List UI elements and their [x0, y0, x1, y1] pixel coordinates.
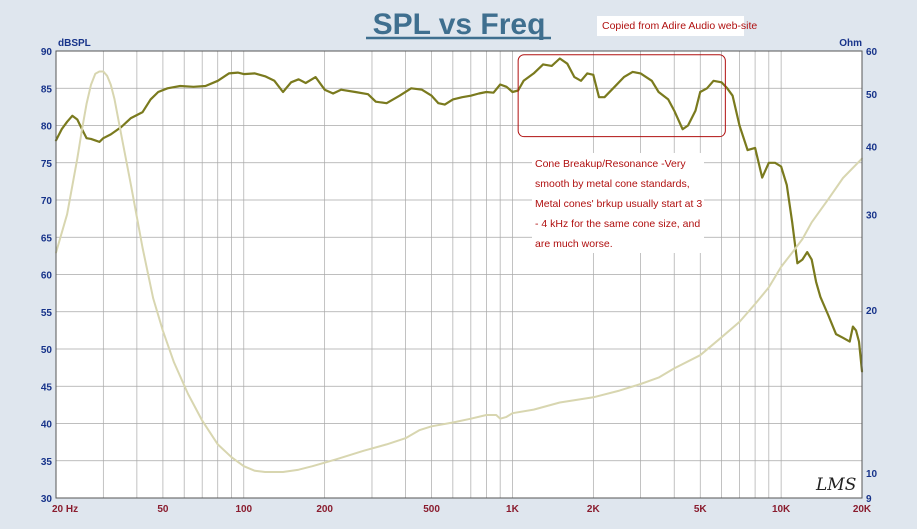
x-tick-label: 20K [853, 504, 872, 515]
right-y-tick-label: 30 [866, 210, 878, 221]
x-tick-label: 10K [772, 504, 791, 515]
left-y-tick-label: 35 [41, 457, 53, 468]
impedance-curve [55, 70, 863, 473]
right-y-tick-label: 9 [866, 494, 872, 505]
x-tick-label: 5K [694, 504, 708, 515]
annotation-line: Cone Breakup/Resonance -Very [535, 158, 686, 170]
left-y-tick-label: 40 [41, 420, 53, 431]
right-y-tick-label: 60 [866, 47, 878, 58]
annotation-line: smooth by metal cone standards, [535, 178, 690, 190]
left-y-tick-label: 55 [41, 308, 53, 319]
right-y-tick-label: 50 [866, 90, 878, 101]
x-tick-label: 50 [157, 504, 169, 515]
right-axis-label: Ohm [839, 38, 862, 49]
annotation-box [532, 153, 704, 253]
right-y-tick-label: 40 [866, 143, 878, 154]
tick-labels: 30 35 40 45 50 55 60 65 70 75 80 85 90 9 10 20 30 40 50 60 2… [41, 47, 878, 515]
x-tick-label: 2K [587, 504, 601, 515]
plot-frame [55, 50, 863, 499]
source-note: Copied from Adire Audio web-site [602, 20, 757, 32]
left-y-tick-label: 50 [41, 345, 53, 356]
data-series [54, 57, 864, 473]
left-y-tick-label: 70 [41, 196, 53, 207]
annotation-text: Cone Breakup/Resonance -Very smooth by m… [535, 158, 705, 250]
x-tick-label: 1K [506, 504, 520, 515]
annotation-line: Metal cones' brkup usually start at 3 [535, 198, 702, 210]
source-note-box [597, 16, 744, 36]
left-y-tick-label: 30 [41, 494, 53, 505]
left-y-tick-label: 90 [41, 47, 53, 58]
lms-signature: LMS [815, 475, 856, 495]
breakup-highlight-box [517, 54, 726, 138]
left-axis-label: dBSPL [58, 38, 91, 49]
left-y-tick-label: 75 [41, 159, 53, 170]
left-y-tick-label: 60 [41, 271, 53, 282]
annotation-line: are much worse. [535, 238, 613, 250]
x-tick-label: 200 [316, 504, 333, 515]
left-y-tick-label: 85 [41, 84, 53, 95]
left-y-tick-label: 80 [41, 122, 53, 133]
right-y-tick-label: 20 [866, 306, 878, 317]
x-tick-label: 500 [423, 504, 440, 515]
chart-title: SPL vs Freq [373, 8, 546, 41]
right-y-tick-label: 10 [866, 469, 878, 480]
left-y-tick-label: 45 [41, 382, 53, 393]
x-tick-label: 100 [235, 504, 252, 515]
spl-curve [54, 57, 864, 373]
annotation-line: - 4 kHz for the same cone size, and [535, 218, 700, 230]
left-y-tick-label: 65 [41, 233, 53, 244]
x-tick-label: 20 Hz [52, 504, 78, 515]
